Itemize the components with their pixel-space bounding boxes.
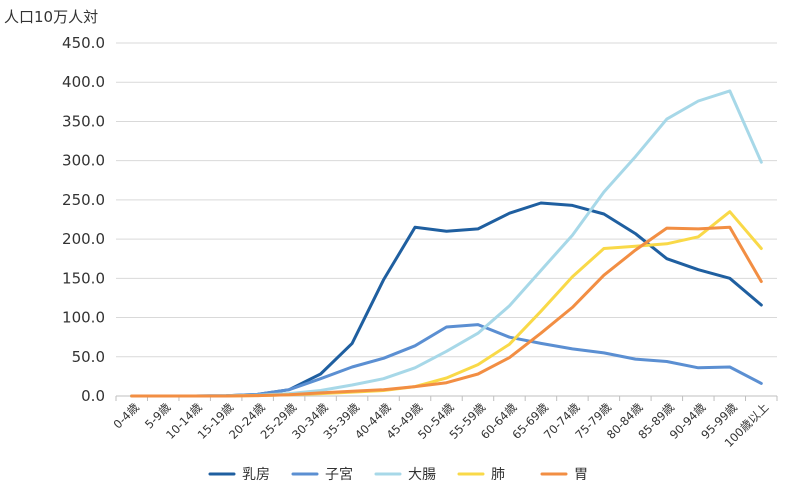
- x-axis-ticks: 0-4歳 5-9歳10-14歳15-19歳20-24歳25-29歳30-34歳35…: [111, 396, 778, 450]
- series-line: [130, 201, 763, 398]
- y-tick-label: 350.0: [62, 112, 105, 130]
- y-tick-label: 300.0: [62, 152, 105, 170]
- legend: 乳房 子宮 大腸 肺 胃: [208, 467, 588, 483]
- series-line: [130, 225, 763, 398]
- y-tick-label: 100.0: [62, 309, 105, 327]
- y-tick-label: 200.0: [62, 230, 105, 248]
- series-lines: [130, 89, 763, 398]
- y-tick-label: 400.0: [62, 73, 105, 91]
- x-tick-label: 0-4歳: [111, 400, 143, 432]
- legend-label: 胃: [574, 467, 588, 483]
- legend-label: 子宮: [325, 467, 353, 483]
- gridlines: [116, 42, 777, 397]
- y-tick-label: 50.0: [72, 348, 105, 366]
- legend-label: 大腸: [408, 467, 436, 483]
- y-tick-label: 250.0: [62, 191, 105, 209]
- y-axis-ticks: 0.0 50.0 100.0 150.0 200.0 250.0 300.0 350.0 400…: [62, 34, 105, 405]
- y-tick-label: 450.0: [62, 34, 105, 52]
- legend-label: 乳房: [242, 467, 270, 483]
- y-axis-label: 人口10万人対: [4, 8, 98, 26]
- y-tick-label: 0.0: [81, 387, 105, 405]
- series-line: [130, 323, 763, 398]
- y-tick-label: 150.0: [62, 269, 105, 287]
- legend-label: 肺: [491, 467, 505, 483]
